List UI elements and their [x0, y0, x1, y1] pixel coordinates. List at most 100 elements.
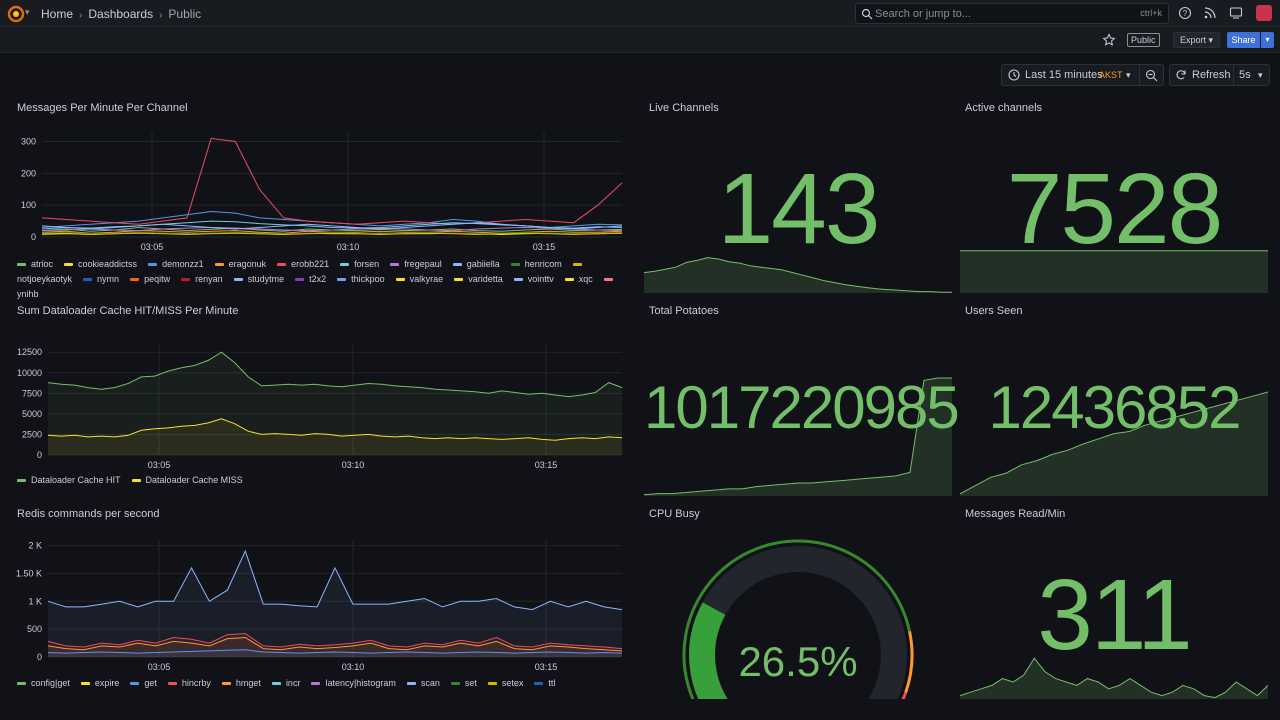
- rss-news-icon[interactable]: [1203, 6, 1217, 20]
- legend-item[interactable]: varidetta: [454, 274, 503, 284]
- search-bar[interactable]: Search or jump to... ctrl+k: [855, 3, 1169, 24]
- x-tick-label: 03:05: [148, 460, 171, 470]
- legend-item[interactable]: set: [450, 678, 477, 688]
- user-avatar[interactable]: [1256, 5, 1272, 21]
- export-button[interactable]: Export ▾: [1173, 32, 1221, 48]
- legend-item[interactable]: Dataloader Cache HIT: [17, 475, 121, 485]
- legend-swatch: [130, 682, 140, 686]
- series-line-notjoeykaotyk: [41, 232, 623, 236]
- legend-item[interactable]: valkyrae: [395, 274, 443, 284]
- legend-swatch: [311, 682, 321, 686]
- help-icon[interactable]: ?: [1178, 6, 1192, 20]
- legend-label: expire: [94, 678, 120, 688]
- legend-item[interactable]: vointtv: [513, 274, 554, 284]
- breadcrumb-home[interactable]: Home: [41, 7, 74, 21]
- legend-item[interactable]: Dataloader Cache MISS: [131, 475, 243, 485]
- sparkline-line: [644, 257, 952, 293]
- search-placeholder: Search or jump to...: [875, 8, 971, 20]
- x-tick-label: 03:05: [141, 242, 164, 252]
- series-line-dataloader-cache-hit: [47, 351, 623, 398]
- legend-label: hincrby: [181, 678, 211, 688]
- legend-item[interactable]: gabiiella: [452, 259, 500, 269]
- legend-item[interactable]: henricom: [510, 259, 562, 269]
- sparkline-line: [644, 377, 952, 496]
- legend-swatch: [450, 682, 460, 686]
- legend-item[interactable]: t2x2: [295, 274, 326, 284]
- y-tick-label: 12500: [17, 347, 42, 357]
- series-area: [48, 418, 622, 455]
- legend-item[interactable]: incr: [271, 678, 300, 688]
- legend-item[interactable]: hincrby: [167, 678, 211, 688]
- legend-swatch: [487, 682, 497, 686]
- legend-swatch: [395, 278, 405, 282]
- panel-users-seen[interactable]: Users Seen 12436852: [960, 300, 1268, 496]
- series-line-get: [47, 649, 623, 654]
- legend-item[interactable]: nymn: [83, 274, 119, 284]
- refresh-interval[interactable]: 5s: [1239, 69, 1251, 81]
- legend-item[interactable]: thickpoo: [337, 274, 385, 284]
- legend-item[interactable]: notjoeykaotyk: [17, 259, 587, 284]
- share-button[interactable]: Share: [1227, 32, 1260, 48]
- threshold-arc-green: [682, 539, 911, 699]
- legend-label: eragonuk: [228, 259, 267, 269]
- legend-label: henricom: [524, 259, 562, 269]
- legend-swatch: [17, 479, 26, 483]
- legend-swatch: [452, 263, 462, 267]
- panel-messages-read[interactable]: Messages Read/Min 311: [960, 503, 1268, 699]
- legend-item[interactable]: demonzz1: [148, 259, 204, 269]
- star-icon[interactable]: [1102, 33, 1116, 47]
- legend-item[interactable]: fregepaul: [390, 259, 442, 269]
- legend-label: xqc: [578, 274, 593, 284]
- legend-item[interactable]: atrioc: [17, 259, 53, 269]
- kiosk-monitor-icon[interactable]: [1229, 6, 1243, 20]
- panel-title: CPU Busy: [649, 508, 700, 520]
- panel-total-potatoes[interactable]: Total Potatoes 1017220985: [644, 300, 960, 496]
- zoom-out-icon[interactable]: [1145, 69, 1158, 82]
- legend-item[interactable]: erobb221: [277, 259, 329, 269]
- legend-item[interactable]: studytme: [233, 274, 284, 284]
- legend-item[interactable]: expire: [80, 678, 120, 688]
- legend-label: erobb221: [291, 259, 330, 269]
- panel-title: Users Seen: [965, 305, 1023, 317]
- refresh-picker[interactable]: Refresh 5s ▾: [1169, 64, 1270, 86]
- legend-item[interactable]: forsen: [340, 259, 379, 269]
- grafana-logo-icon[interactable]: [7, 5, 25, 23]
- logo-chevron-icon[interactable]: ▾: [25, 7, 30, 17]
- panel-messages-per-minute[interactable]: Messages Per Minute Per Channel 0 100 200 3…: [12, 97, 628, 299]
- panel-cache-hit-miss[interactable]: Sum Dataloader Cache HIT/MISS Per Minute…: [12, 300, 628, 496]
- panel-redis-commands[interactable]: Redis commands per second 0 500 1 K 1.50 K 2…: [12, 503, 628, 699]
- chevron-down-icon: ▾: [1258, 70, 1263, 80]
- breadcrumb-dashboards[interactable]: Dashboards: [88, 7, 154, 21]
- legend-item[interactable]: scan: [406, 678, 440, 688]
- legend-swatch: [17, 263, 26, 267]
- legend-item[interactable]: eragonuk: [214, 259, 267, 269]
- panel-active-channels[interactable]: Active channels 7528: [960, 97, 1268, 293]
- legend-item[interactable]: latency|histogram: [311, 678, 396, 688]
- legend-item[interactable]: renyan: [181, 274, 223, 284]
- legend-label: hmget: [235, 678, 261, 688]
- panel-cpu-busy[interactable]: CPU Busy 26.5%: [644, 503, 952, 699]
- legend-item[interactable]: ynihb: [17, 274, 618, 299]
- legend-swatch: [454, 278, 464, 282]
- breadcrumb: Home › Dashboards › Public: [41, 7, 201, 21]
- legend-item[interactable]: xqc: [564, 274, 593, 284]
- legend-item[interactable]: setex: [487, 678, 523, 688]
- messages-read-value: 311: [1037, 559, 1192, 671]
- sparkline-area: [644, 378, 952, 496]
- legend-label: ttl: [548, 678, 556, 688]
- active-channels-value: 7528: [1006, 153, 1223, 265]
- panel-live-channels[interactable]: Live Channels 143: [644, 97, 952, 293]
- active-channels-sparkline: [960, 250, 1268, 293]
- share-menu-chevron-icon[interactable]: ▾: [1261, 32, 1274, 48]
- legend-label: cookieaddictss: [78, 259, 138, 269]
- legend-item[interactable]: config|get: [17, 678, 70, 688]
- y-tick-label: 1 K: [28, 596, 42, 606]
- legend-item[interactable]: get: [130, 678, 157, 688]
- legend-item[interactable]: hmget: [221, 678, 261, 688]
- legend-item[interactable]: peqitw: [130, 274, 170, 284]
- time-range-picker[interactable]: Last 15 minutes AKST ▾: [1001, 64, 1164, 86]
- legend-swatch: [337, 278, 347, 282]
- legend-swatch: [80, 682, 90, 686]
- legend-item[interactable]: ttl: [534, 678, 555, 688]
- legend-item[interactable]: cookieaddictss: [64, 259, 137, 269]
